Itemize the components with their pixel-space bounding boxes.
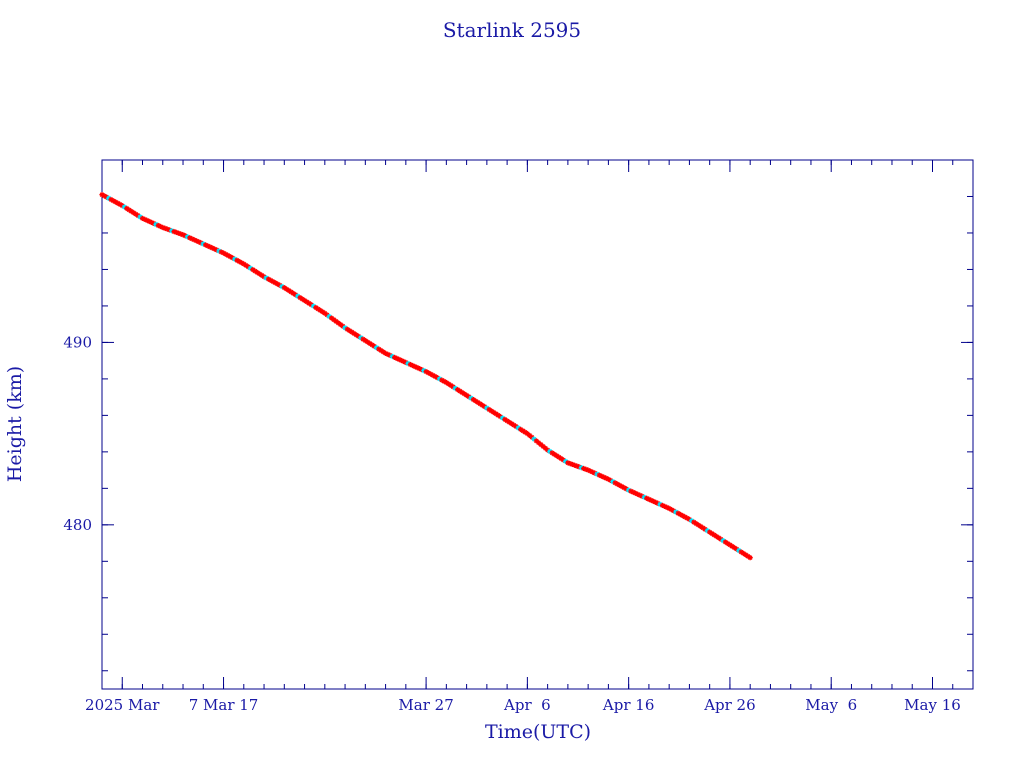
y-tick-label: 490 (63, 333, 92, 351)
x-tick-label: May 16 (904, 696, 961, 714)
chart-title: Starlink 2595 (443, 18, 581, 42)
plot-area-frame (101, 159, 974, 690)
y-tick-label: 480 (63, 516, 92, 534)
y-axis-label: Height (km) (4, 366, 26, 482)
data-point-marker (245, 264, 251, 270)
x-axis-label: Time(UTC) (485, 721, 591, 743)
data-series-layer (99, 192, 753, 561)
data-point-marker (747, 555, 753, 561)
x-tick-label: 7 Mar 17 (189, 696, 259, 714)
x-tick-label: 2025 Mar (85, 696, 160, 714)
data-point-marker (151, 220, 157, 227)
x-tick-label: Apr 6 (503, 696, 551, 714)
data-point-marker (581, 465, 587, 472)
x-tick-label: May 6 (805, 696, 857, 714)
x-tick-label: Apr 16 (602, 696, 654, 714)
data-point-marker (184, 234, 191, 240)
x-tick-label: Mar 27 (398, 696, 453, 714)
x-tick-label: Apr 26 (703, 696, 755, 714)
axis-ticks (101, 159, 974, 689)
axis-tick-labels: 2025 Mar 7 Mar 17 Mar 27 Apr 6 Apr 16 Apr 26 M… (63, 333, 960, 714)
data-point-marker (653, 499, 659, 505)
data-point-marker (180, 232, 186, 238)
data-point-marker (421, 367, 427, 374)
